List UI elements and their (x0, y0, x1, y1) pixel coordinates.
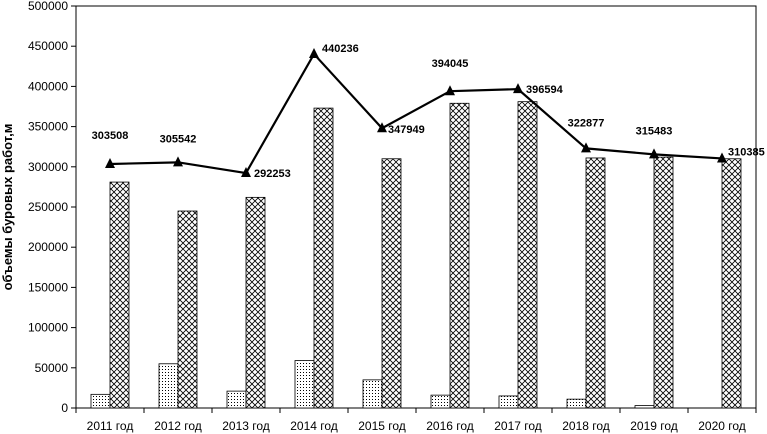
x-tick-label: 2018 год (562, 419, 610, 433)
x-tick-label: 2015 год (358, 419, 406, 433)
data-label-7: 322877 (568, 117, 605, 129)
y-tick-label: 100000 (28, 321, 68, 335)
bar-dotted-4 (362, 379, 383, 409)
line-marker-9 (717, 152, 727, 163)
line-marker-0 (105, 157, 115, 168)
y-axis-label: объемы буровых работ,м (0, 124, 15, 291)
bar-crosshatch-7 (585, 157, 606, 409)
data-label-0: 303508 (92, 130, 129, 142)
x-tick-label: 2011 год (87, 419, 134, 433)
line-marker-5 (445, 85, 455, 96)
y-axis-label-group: объемы буровых работ,м (0, 124, 15, 291)
y-tick-label: 500000 (28, 0, 68, 13)
data-label-4: 347949 (388, 124, 425, 136)
axes: 0 50000 100000 150000 200000 250000 300000 3500… (28, 0, 757, 433)
y-tick-label: 50000 (35, 361, 69, 375)
line-marker-6 (513, 83, 523, 94)
y-tick-label: 300000 (28, 160, 68, 174)
x-tick-label: 2012 год (154, 419, 202, 433)
line-marker-7 (581, 142, 591, 153)
line-marker-8 (649, 148, 659, 159)
y-tick-label: 450000 (28, 39, 68, 53)
x-tick-label: 2019 год (630, 419, 678, 433)
bar-crosshatch-2 (245, 196, 266, 409)
x-tick-label: 2020 год (698, 419, 746, 433)
bars (90, 101, 742, 409)
line-path (109, 52, 723, 175)
bar-dotted-6 (498, 395, 519, 409)
bar-crosshatch-0 (109, 181, 130, 409)
data-label-8: 315483 (636, 125, 673, 137)
line-marker-3 (309, 48, 319, 59)
x-tick-label: 2017 год (494, 419, 542, 433)
line-series (105, 48, 727, 178)
bar-crosshatch-8 (653, 156, 674, 409)
bar-dotted-5 (430, 394, 451, 409)
data-label-9: 310385 (728, 146, 765, 158)
bar-dotted-2 (226, 390, 247, 409)
y-tick-label: 0 (61, 401, 68, 415)
data-label-1: 305542 (160, 133, 197, 145)
y-tick-label: 150000 (28, 280, 68, 294)
y-tick-label: 250000 (28, 200, 68, 214)
data-label-3: 440236 (322, 43, 359, 55)
bar-crosshatch-4 (381, 158, 402, 409)
bar-dotted-1 (158, 363, 179, 409)
x-tick-label: 2016 год (426, 419, 474, 433)
bar-crosshatch-6 (517, 101, 538, 409)
y-tick-label: 350000 (28, 120, 68, 134)
y-tick-label: 400000 (28, 79, 68, 93)
data-label-2: 292253 (254, 168, 291, 180)
bar-crosshatch-3 (313, 107, 334, 409)
line-marker-4 (377, 122, 387, 133)
bar-crosshatch-5 (449, 102, 470, 409)
bar-dotted-0 (90, 393, 111, 409)
bar-crosshatch-1 (177, 210, 198, 409)
data-label-6: 396594 (526, 84, 564, 96)
data-labels: 303508 305542 292253 440236 347949 394045 3965… (92, 43, 765, 180)
x-tick-label: 2014 год (290, 419, 338, 433)
bar-crosshatch-9 (721, 158, 742, 409)
x-tick-label: 2013 год (222, 419, 270, 433)
line-marker-1 (173, 156, 183, 167)
line-marker-2 (241, 167, 251, 178)
data-label-5: 394045 (432, 58, 469, 70)
bar-dotted-3 (294, 360, 315, 409)
bar-dotted-8 (634, 405, 655, 409)
y-tick-label: 200000 (28, 240, 68, 254)
bar-dotted-7 (566, 398, 587, 409)
